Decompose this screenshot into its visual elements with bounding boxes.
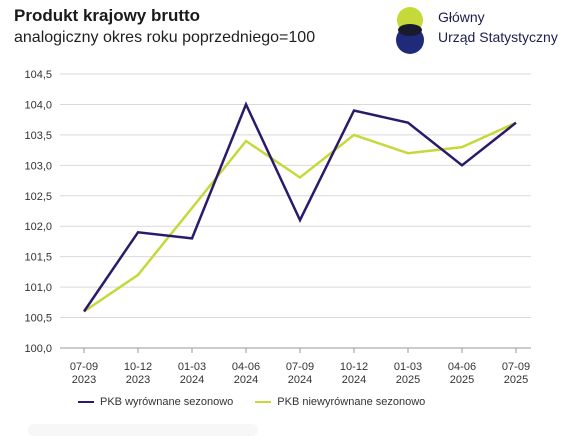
x-tick-label-period: 07-09 [502,361,530,373]
x-tick-label-year: 2024 [288,374,312,386]
legend-label-series-2: PKB niewyrównane sezonowo [277,396,426,408]
y-tick-label: 100,5 [24,313,52,325]
x-tick-label-year: 2023 [126,374,150,386]
y-tick-label: 103,0 [24,160,52,172]
logo-text-line2: Urząd Statystyczny [438,29,558,45]
x-tick-label-period: 10-12 [340,361,368,373]
x-tick-label-period: 07-09 [286,361,314,373]
legend-label-series-1: PKB wyrównane sezonowo [100,396,234,408]
series-line-1 [82,101,517,313]
chart-title: Produkt krajowy brutto [14,6,201,25]
y-tick-label: 102,5 [24,191,52,203]
legend-item-series-2: PKB niewyrównane sezonowo [255,396,425,408]
y-tick-label: 104,0 [24,99,52,111]
x-tick-label-period: 01-03 [178,361,206,373]
x-axis-ticks: 07-09202310-12202301-03202404-06202407-0… [70,348,530,386]
x-tick-label-year: 2024 [234,374,258,386]
series-line-2 [83,121,517,313]
x-tick-label-year: 2023 [72,374,96,386]
bottom-shadow [28,424,258,436]
legend-item-series-1: PKB wyrównane sezonowo [78,396,233,408]
legend-swatch-series-1 [78,401,94,403]
legend-swatch-series-2 [255,401,272,403]
gridlines [60,73,531,349]
series-lines [82,101,517,313]
y-axis-ticks: 100,0 100,5 101,0 101,5 102,0 102,5 103,0 103,5… [24,69,52,355]
logo-text-line1: Główny [438,9,485,25]
x-tick-label-period: 04-06 [232,361,260,373]
chart-subtitle: analogiczny okres roku poprzedniego=100 [14,29,316,46]
x-tick-label-year: 2025 [450,374,474,386]
x-tick-label-year: 2025 [504,374,528,386]
y-tick-label: 102,0 [24,221,52,233]
line-chart: 100,0 100,5 101,0 101,5 102,0 102,5 103,0 103,5… [24,69,531,386]
x-tick-label-year: 2024 [180,374,204,386]
y-tick-label: 104,5 [24,69,52,81]
x-tick-label-period: 07-09 [70,361,98,373]
x-tick-label-period: 01-03 [394,361,422,373]
gus-logo-icon [396,7,424,54]
gus-logo: Główny Urząd Statystyczny [392,6,567,56]
chart-legend: PKB wyrównane sezonowo PKB niewyrównane … [78,396,425,408]
y-tick-label: 101,0 [24,282,52,294]
x-tick-label-period: 04-06 [448,361,476,373]
y-tick-label: 101,5 [24,252,52,264]
x-tick-label-period: 10-12 [124,361,152,373]
x-tick-label-year: 2024 [342,374,366,386]
x-tick-label-year: 2025 [396,374,420,386]
y-tick-label: 103,5 [24,130,52,142]
y-tick-label: 100,0 [24,343,52,355]
